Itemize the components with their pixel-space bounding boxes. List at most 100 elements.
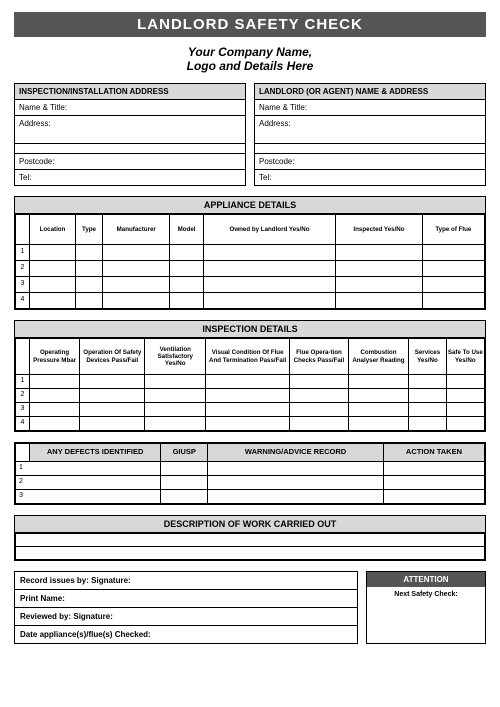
table-cell[interactable] (383, 461, 484, 475)
table-cell[interactable] (348, 417, 409, 431)
table-cell[interactable] (446, 417, 484, 431)
table-cell[interactable] (161, 475, 208, 489)
table-cell[interactable] (208, 489, 384, 503)
table-cell[interactable] (348, 389, 409, 403)
table-cell[interactable] (383, 475, 484, 489)
table-cell[interactable] (206, 375, 290, 389)
table-cell[interactable] (290, 403, 348, 417)
table-cell[interactable] (208, 461, 384, 475)
table-cell[interactable] (203, 245, 336, 261)
table-cell[interactable] (161, 461, 208, 475)
landlord-tel[interactable]: Tel: (255, 170, 485, 185)
inspection-row-1: 1 (16, 375, 30, 389)
landlord-postcode[interactable]: Postcode: (255, 154, 485, 170)
defects-section: ANY DEFECTS IDENTIFIED GIUSP WARNING/ADV… (14, 442, 486, 505)
table-cell[interactable] (161, 489, 208, 503)
sig-print[interactable]: Print Name: (15, 590, 357, 608)
table-cell[interactable] (30, 403, 80, 417)
table-cell[interactable] (30, 277, 76, 293)
table-cell[interactable] (422, 277, 484, 293)
table-cell[interactable] (80, 389, 145, 403)
table-cell[interactable] (206, 389, 290, 403)
table-cell[interactable] (75, 245, 102, 261)
inspection-name[interactable]: Name & Title: (15, 100, 245, 116)
inspection-tel[interactable]: Tel: (15, 170, 245, 185)
table-cell[interactable] (30, 261, 76, 277)
table-cell[interactable] (103, 245, 170, 261)
sig-record[interactable]: Record issues by: Signature: (15, 572, 357, 590)
table-cell[interactable] (446, 389, 484, 403)
table-cell[interactable] (383, 489, 484, 503)
inspection-address-box: INSPECTION/INSTALLATION ADDRESS Name & T… (14, 83, 246, 186)
table-cell[interactable] (103, 277, 170, 293)
table-cell[interactable] (75, 277, 102, 293)
table-cell[interactable] (422, 245, 484, 261)
inspection-row-3: 3 (16, 403, 30, 417)
table-cell[interactable] (30, 417, 80, 431)
table-cell[interactable] (203, 277, 336, 293)
inspection-postcode[interactable]: Postcode: (15, 154, 245, 170)
table-cell[interactable] (336, 245, 422, 261)
attention-box: ATTENTION Next Safety Check: (366, 571, 486, 644)
landlord-name[interactable]: Name & Title: (255, 100, 485, 116)
table-cell[interactable] (80, 403, 145, 417)
table-cell[interactable] (170, 261, 203, 277)
table-cell[interactable] (422, 293, 484, 309)
table-cell[interactable] (409, 389, 446, 403)
table-cell[interactable] (30, 489, 161, 503)
table-cell[interactable] (290, 375, 348, 389)
table-cell[interactable] (170, 277, 203, 293)
appliance-col-0: Location (30, 215, 76, 245)
sig-reviewed[interactable]: Reviewed by: Signature: (15, 608, 357, 626)
defects-col-1: GIUSP (161, 444, 208, 462)
table-cell[interactable] (30, 375, 80, 389)
appliance-table: Location Type Manufacturer Model Owned b… (15, 214, 485, 309)
table-cell[interactable] (145, 375, 206, 389)
table-cell[interactable] (203, 261, 336, 277)
table-cell[interactable] (30, 461, 161, 475)
table-cell[interactable] (75, 261, 102, 277)
table-cell[interactable] (348, 403, 409, 417)
table-cell[interactable] (290, 417, 348, 431)
table-cell[interactable] (290, 389, 348, 403)
table-cell[interactable] (75, 293, 102, 309)
description-line-1[interactable] (16, 533, 485, 546)
table-cell[interactable] (80, 417, 145, 431)
table-cell[interactable] (336, 277, 422, 293)
table-cell[interactable] (145, 403, 206, 417)
table-cell[interactable] (422, 261, 484, 277)
table-cell[interactable] (206, 417, 290, 431)
table-cell[interactable] (208, 475, 384, 489)
table-cell[interactable] (30, 475, 161, 489)
table-cell[interactable] (30, 245, 76, 261)
defects-col-blank (16, 444, 30, 462)
table-cell[interactable] (145, 389, 206, 403)
table-cell[interactable] (203, 293, 336, 309)
table-cell[interactable] (103, 261, 170, 277)
attention-body[interactable]: Next Safety Check: (367, 587, 485, 643)
inspection-address[interactable]: Address: (15, 116, 245, 144)
table-cell[interactable] (206, 403, 290, 417)
description-line-2[interactable] (16, 546, 485, 559)
inspection-col-5: Combustion Analyser Reading (348, 339, 409, 375)
table-cell[interactable] (446, 403, 484, 417)
landlord-address-2[interactable] (255, 144, 485, 154)
table-cell[interactable] (348, 375, 409, 389)
table-cell[interactable] (409, 403, 446, 417)
table-cell[interactable] (409, 417, 446, 431)
table-cell[interactable] (80, 375, 145, 389)
table-cell[interactable] (145, 417, 206, 431)
inspection-title: INSPECTION DETAILS (15, 321, 485, 338)
table-cell[interactable] (336, 261, 422, 277)
table-cell[interactable] (30, 389, 80, 403)
sig-date[interactable]: Date appliance(s)/flue(s) Checked: (15, 626, 357, 643)
table-cell[interactable] (409, 375, 446, 389)
table-cell[interactable] (446, 375, 484, 389)
table-cell[interactable] (30, 293, 76, 309)
table-cell[interactable] (170, 293, 203, 309)
landlord-address[interactable]: Address: (255, 116, 485, 144)
inspection-address-2[interactable] (15, 144, 245, 154)
table-cell[interactable] (103, 293, 170, 309)
table-cell[interactable] (336, 293, 422, 309)
table-cell[interactable] (170, 245, 203, 261)
